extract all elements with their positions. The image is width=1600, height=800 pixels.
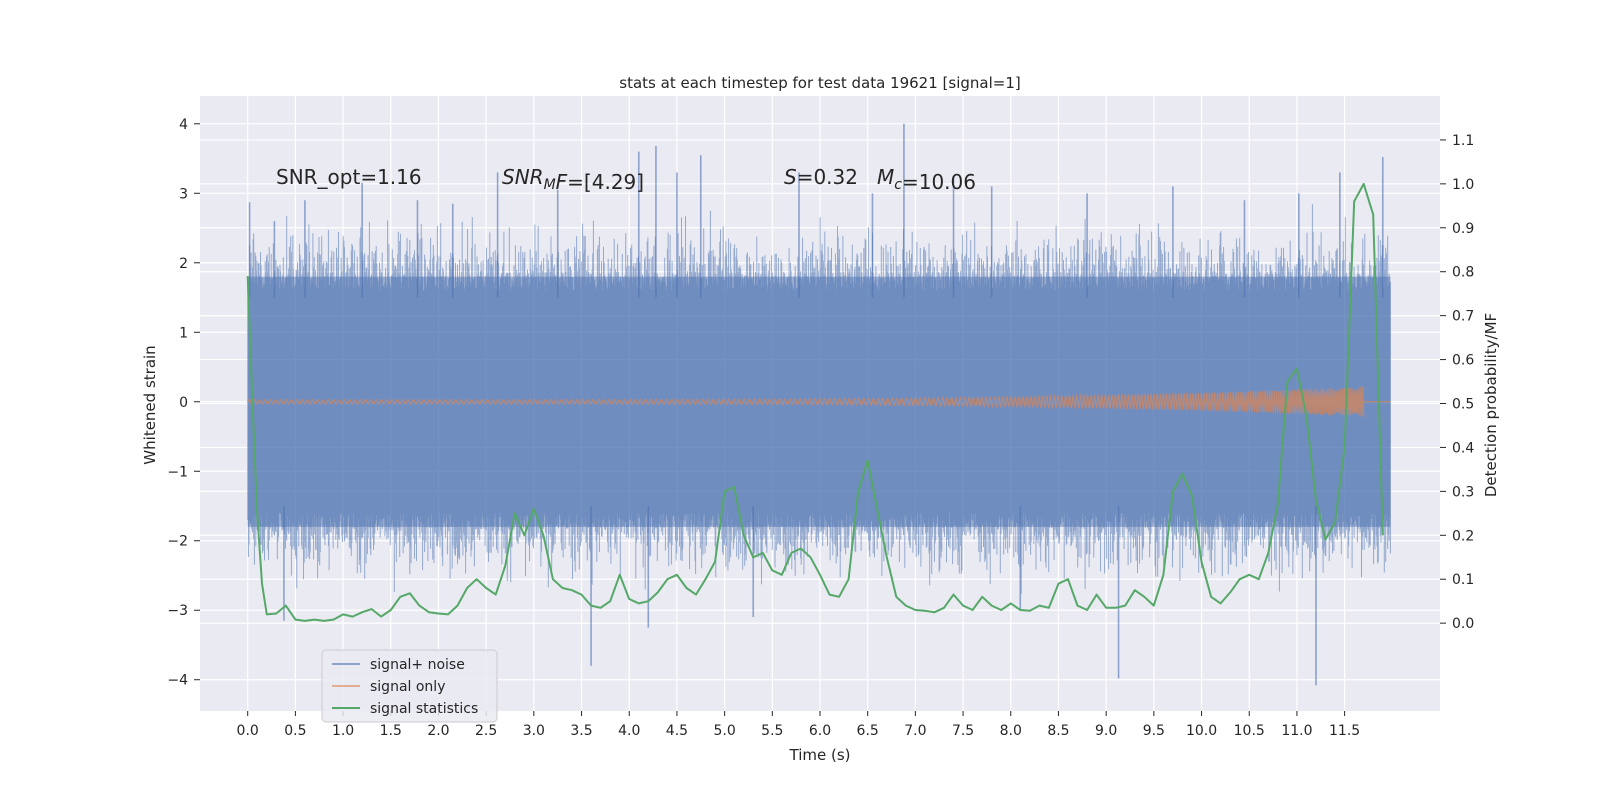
y-right-tick-label: 0.6: [1452, 353, 1474, 369]
legend-label: signal+ noise: [370, 657, 465, 673]
y-right-tick-label: 0.7: [1452, 309, 1474, 325]
annotations: SNR_opt=1.16 SNRMF=[4.29] S=0.32 Mc=10.06: [276, 165, 976, 194]
series-signal-only: [247, 386, 1391, 418]
x-tick-label: 3.0: [523, 723, 545, 739]
legend-label: signal statistics: [370, 701, 478, 717]
y-axis-left-label: Whitened strain: [141, 345, 159, 464]
y-left-tick-label: 0: [179, 395, 188, 411]
x-tick-label: 11.0: [1281, 723, 1312, 739]
x-tick-label: 2.0: [427, 723, 449, 739]
x-tick-label: 10.5: [1234, 723, 1265, 739]
x-tick-label: 7.0: [904, 723, 926, 739]
legend-label: signal only: [370, 679, 445, 695]
y-right-tick-label: 0.3: [1452, 484, 1474, 500]
annotation-s-value: S=0.32: [784, 165, 858, 189]
y-left-tick-label: 1: [179, 325, 188, 341]
annotation-snr-opt: SNR_opt=1.16: [276, 165, 422, 189]
series-signal-statistics: [246, 182, 1384, 622]
y-left-tick-label: −1: [167, 464, 188, 480]
series-layer: [246, 123, 1391, 686]
x-tick-label: 0.5: [284, 723, 306, 739]
x-tick-label: 6.0: [809, 723, 831, 739]
x-axis: 0.0 0.5 1.0 1.5 2.0 2.5 3.0 3.5 4.0 4.5 5.0 5.5 6.0 6…: [237, 711, 1360, 739]
legend-item[interactable]: signal only: [332, 679, 445, 695]
y-right-tick-label: 0.9: [1452, 221, 1474, 237]
y-left-tick-label: 4: [179, 117, 188, 133]
y-left-tick-label: 2: [179, 256, 188, 272]
legend-box: [321, 649, 498, 723]
y-left-tick-label: −3: [167, 603, 188, 619]
annotation-snr-mf: SNRMF=[4.29]: [502, 165, 644, 194]
y-right-tick-label: 1.0: [1452, 177, 1474, 193]
x-tick-label: 5.0: [713, 723, 735, 739]
x-tick-label: 8.5: [1047, 723, 1069, 739]
x-tick-label: 4.5: [666, 723, 688, 739]
x-tick-label: 7.5: [952, 723, 974, 739]
statistics-line: [246, 182, 1384, 622]
y-right-tick-label: 0.1: [1452, 572, 1474, 588]
y-left-tick-label: −4: [167, 673, 188, 689]
x-tick-label: 9.5: [1143, 723, 1165, 739]
y-right-tick-label: 0.4: [1452, 440, 1474, 456]
x-tick-label: 6.5: [857, 723, 879, 739]
y-left-tick-label: 3: [179, 186, 188, 202]
y-axis-right: 0.0 0.1 0.2 0.3 0.4 0.5 0.6 0.7 0.8 0.9 1.0 1.1: [1440, 133, 1474, 632]
x-tick-label: 9.0: [1095, 723, 1117, 739]
y-left-tick-label: −2: [167, 534, 188, 550]
x-tick-label: 8.0: [1000, 723, 1022, 739]
legend[interactable]: signal+ noise signal only signal statistic…: [321, 649, 498, 723]
y-right-tick-label: 0.2: [1452, 528, 1474, 544]
chart-title: stats at each timestep for test data 196…: [619, 74, 1020, 92]
y-axis-right-label: Detection probability/MF: [1482, 313, 1500, 497]
x-tick-label: 10.0: [1186, 723, 1217, 739]
x-tick-label: 11.5: [1329, 723, 1360, 739]
x-tick-label: 5.5: [761, 723, 783, 739]
x-tick-label: 4.0: [618, 723, 640, 739]
y-right-tick-label: 0.0: [1452, 616, 1474, 632]
x-tick-label: 1.0: [332, 723, 354, 739]
y-right-tick-label: 1.1: [1452, 133, 1474, 149]
x-tick-label: 0.0: [237, 723, 259, 739]
annotation-mc-value: Mc=10.06: [877, 165, 976, 194]
x-axis-label: Time (s): [789, 746, 851, 764]
y-right-tick-label: 0.8: [1452, 265, 1474, 281]
x-tick-label: 2.5: [475, 723, 497, 739]
y-right-tick-label: 0.5: [1452, 397, 1474, 413]
chirp-trace: [247, 386, 1365, 418]
x-tick-label: 1.5: [380, 723, 402, 739]
legend-item[interactable]: signal+ noise: [332, 657, 465, 673]
legend-item[interactable]: signal statistics: [332, 701, 478, 717]
x-tick-label: 3.5: [570, 723, 592, 739]
y-axis-left: −4 −3 −2 −1 0 1 2 3 4: [167, 117, 200, 689]
